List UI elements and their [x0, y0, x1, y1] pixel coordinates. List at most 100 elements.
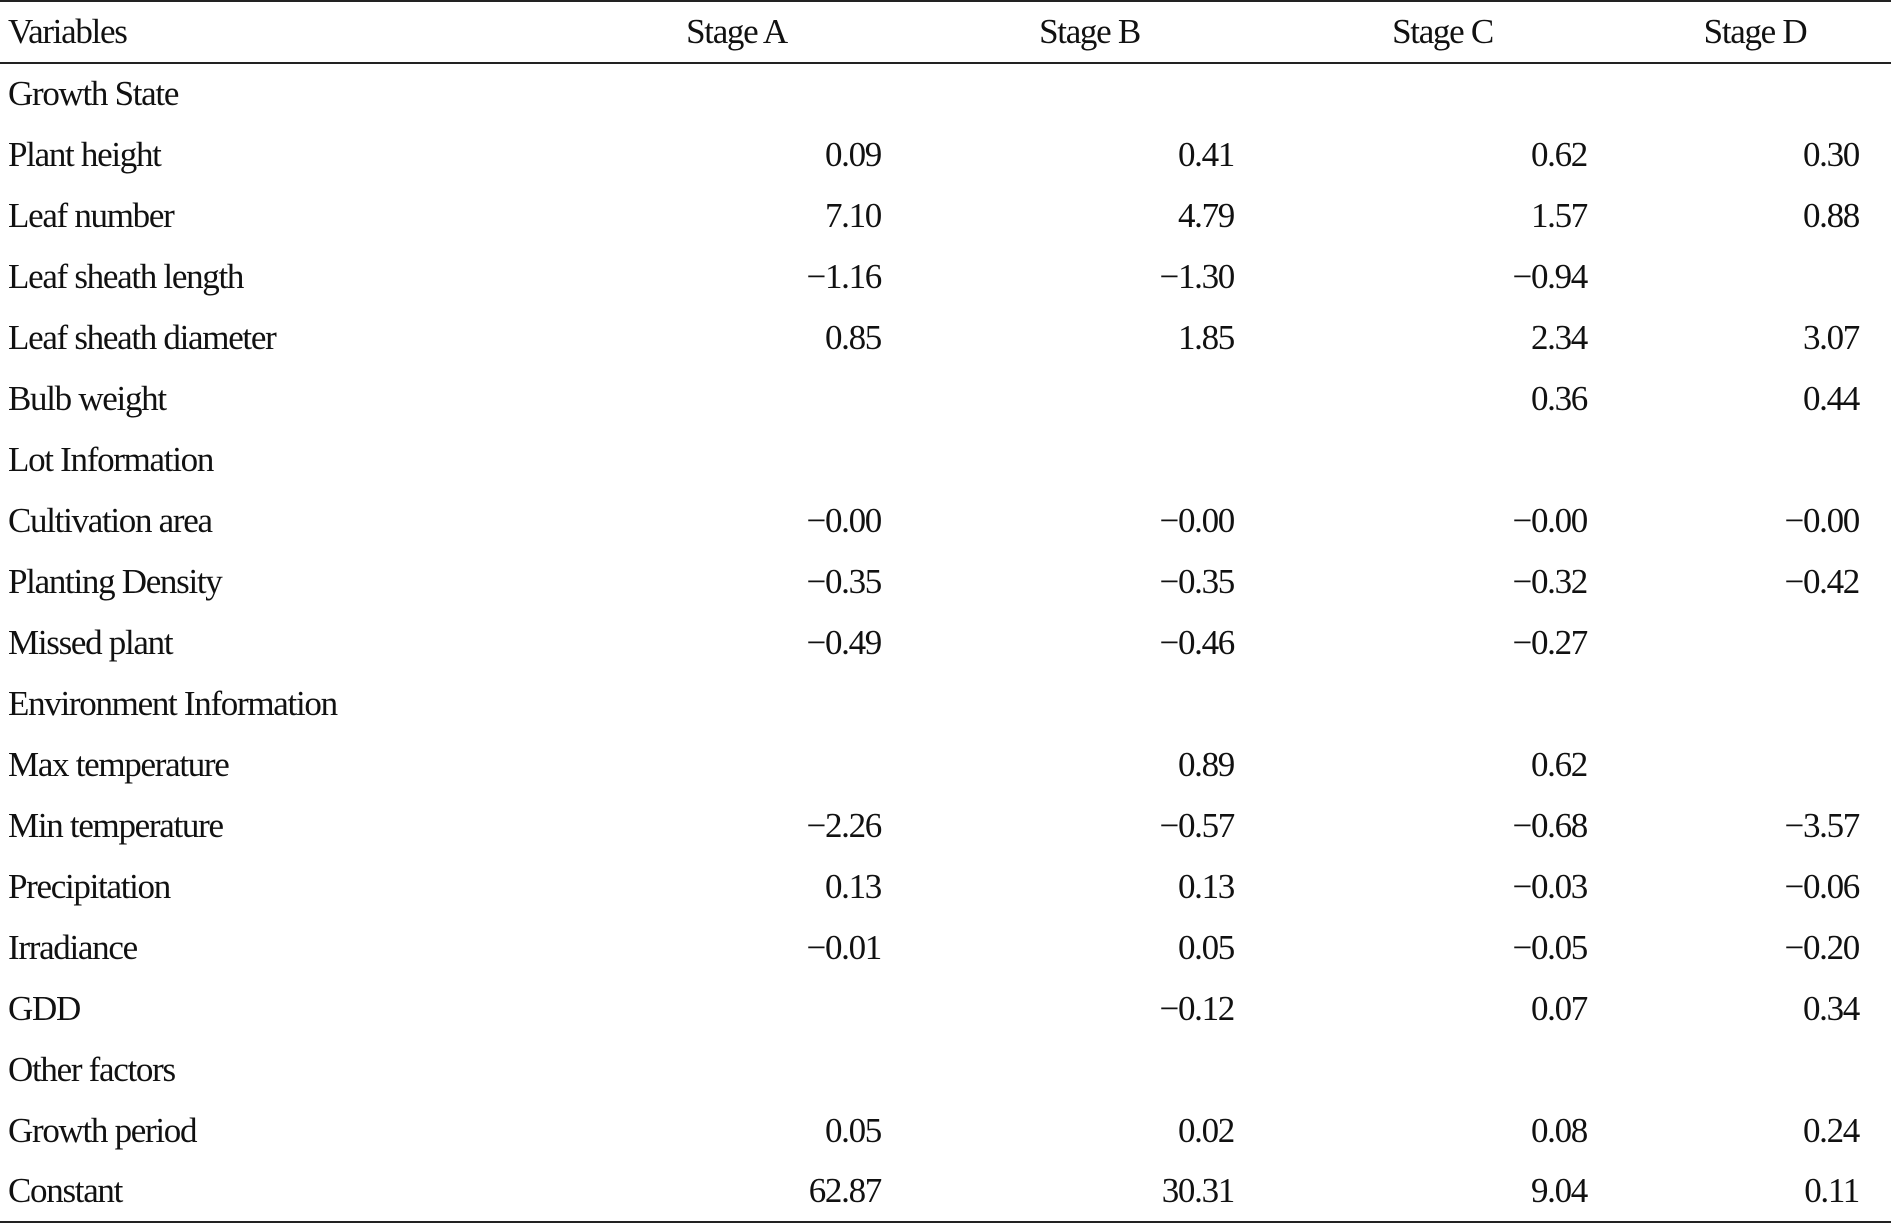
cell-stage-a	[560, 63, 913, 124]
table-row: Cultivation area −0.00 −0.00 −0.00 −0.00	[0, 490, 1891, 551]
cell-stage-a: −0.35	[806, 561, 883, 601]
cell-stage-a	[560, 734, 913, 795]
header-variables: Variables	[0, 0, 560, 64]
cell-stage-b: −0.46	[1159, 622, 1236, 662]
row-label: Growth period	[8, 1110, 198, 1150]
cell-stage-a: 62.87	[560, 1161, 913, 1223]
table-row: Leaf sheath length −1.16 −1.30 −0.94	[0, 246, 1891, 307]
cell-stage-c	[1266, 673, 1619, 734]
header-stage-d: Stage D	[1619, 0, 1891, 64]
cell-stage-a: −0.49	[806, 622, 883, 662]
row-label: Max temperature	[8, 744, 230, 784]
cell-stage-d: −0.00	[1784, 500, 1861, 540]
row-label: Plant height	[8, 134, 162, 174]
cell-stage-c	[1266, 1039, 1619, 1100]
row-label: Planting Density	[8, 561, 223, 601]
row-label: Missed plant	[8, 622, 174, 662]
table-row: Precipitation 0.13 0.13 −0.03 −0.06	[0, 856, 1891, 917]
header-stage-a: Stage A	[560, 0, 913, 64]
cell-stage-c: 0.36	[1530, 378, 1588, 418]
header-stage-b: Stage B	[913, 0, 1266, 64]
cell-stage-a: −2.26	[806, 805, 883, 845]
section-label: Lot Information	[8, 439, 214, 479]
cell-stage-d: 0.34	[1802, 988, 1860, 1028]
cell-stage-a: 0.09	[824, 134, 882, 174]
cell-stage-c: −0.27	[1512, 622, 1589, 662]
cell-stage-a	[560, 429, 913, 490]
cell-stage-c: −0.94	[1512, 256, 1589, 296]
cell-stage-c: −0.00	[1512, 500, 1589, 540]
cell-stage-d: −0.20	[1784, 927, 1861, 967]
table-header: Variables Stage A Stage B Stage C Stage …	[0, 0, 1891, 64]
cell-stage-d	[1619, 734, 1891, 795]
table-row: Leaf sheath diameter 0.85 1.85 2.34 3.07	[0, 307, 1891, 368]
cell-stage-d	[1619, 1039, 1891, 1100]
cell-stage-b	[913, 1039, 1266, 1100]
row-label: Bulb weight	[8, 378, 167, 418]
cell-stage-b: 0.05	[1177, 927, 1235, 967]
row-label: Min temperature	[8, 805, 224, 845]
cell-stage-b: −0.35	[1159, 561, 1236, 601]
cell-stage-b: 4.79	[1177, 195, 1235, 235]
table-row: Leaf number 7.10 4.79 1.57 0.88	[0, 185, 1891, 246]
cell-stage-a: 0.85	[824, 317, 882, 357]
cell-stage-b: −1.30	[1159, 256, 1236, 296]
row-label: Precipitation	[8, 866, 171, 906]
cell-stage-c: 0.08	[1530, 1110, 1588, 1150]
table-row: Planting Density −0.35 −0.35 −0.32 −0.42	[0, 551, 1891, 612]
cell-stage-b: −0.12	[1159, 988, 1236, 1028]
cell-stage-b	[913, 673, 1266, 734]
cell-stage-d: −0.42	[1784, 561, 1861, 601]
cell-stage-d: 0.88	[1802, 195, 1860, 235]
cell-stage-d	[1619, 246, 1891, 307]
cell-stage-b: 0.41	[1177, 134, 1235, 174]
row-label: Leaf number	[8, 195, 175, 235]
cell-stage-d: −0.06	[1784, 866, 1861, 906]
cell-stage-a	[560, 368, 913, 429]
row-label: Constant	[0, 1161, 560, 1223]
header-row: Variables Stage A Stage B Stage C Stage …	[0, 0, 1891, 64]
cell-stage-b: 1.85	[1177, 317, 1235, 357]
cell-stage-d	[1619, 63, 1891, 124]
row-label: Leaf sheath diameter	[8, 317, 277, 357]
cell-stage-c: 0.62	[1530, 744, 1588, 784]
cell-stage-b	[913, 63, 1266, 124]
section-row-environment-information: Environment Information	[0, 673, 1891, 734]
section-label: Environment Information	[8, 683, 338, 723]
cell-stage-b: −0.00	[1159, 500, 1236, 540]
row-label: GDD	[8, 988, 81, 1028]
table-row: Plant height 0.09 0.41 0.62 0.30	[0, 124, 1891, 185]
cell-stage-c: −0.03	[1512, 866, 1589, 906]
row-label: Leaf sheath length	[8, 256, 244, 296]
table-row: Missed plant −0.49 −0.46 −0.27	[0, 612, 1891, 673]
cell-stage-c	[1266, 429, 1619, 490]
table-row: Bulb weight 0.36 0.44	[0, 368, 1891, 429]
table-row: Irradiance −0.01 0.05 −0.05 −0.20	[0, 917, 1891, 978]
cell-stage-d: 3.07	[1802, 317, 1860, 357]
table-body: Growth State Plant height 0.09 0.41 0.62…	[0, 63, 1891, 1223]
cell-stage-b: 0.89	[1177, 744, 1235, 784]
table-row: GDD −0.12 0.07 0.34	[0, 978, 1891, 1039]
table-row: Constant 62.87 30.31 9.04 0.11	[0, 1161, 1891, 1223]
cell-stage-a: −1.16	[806, 256, 883, 296]
cell-stage-a: 0.05	[824, 1110, 882, 1150]
cell-stage-c: 2.34	[1530, 317, 1588, 357]
cell-stage-b: 0.13	[1177, 866, 1235, 906]
cell-stage-b: 0.02	[1177, 1110, 1235, 1150]
section-label: Growth State	[8, 74, 179, 113]
cell-stage-c: 0.07	[1530, 988, 1588, 1028]
cell-stage-a: 7.10	[824, 195, 882, 235]
cell-stage-d: −3.57	[1784, 805, 1861, 845]
cell-stage-c: 1.57	[1530, 195, 1588, 235]
row-label: Cultivation area	[8, 500, 213, 540]
cell-stage-a: −0.01	[806, 927, 883, 967]
cell-stage-a	[560, 673, 913, 734]
section-row-growth-state: Growth State	[0, 63, 1891, 124]
cell-stage-a	[560, 1039, 913, 1100]
header-stage-c: Stage C	[1266, 0, 1619, 64]
cell-stage-d: 0.11	[1619, 1161, 1891, 1223]
cell-stage-d	[1619, 612, 1891, 673]
cell-stage-a: −0.00	[806, 500, 883, 540]
cell-stage-d	[1619, 673, 1891, 734]
